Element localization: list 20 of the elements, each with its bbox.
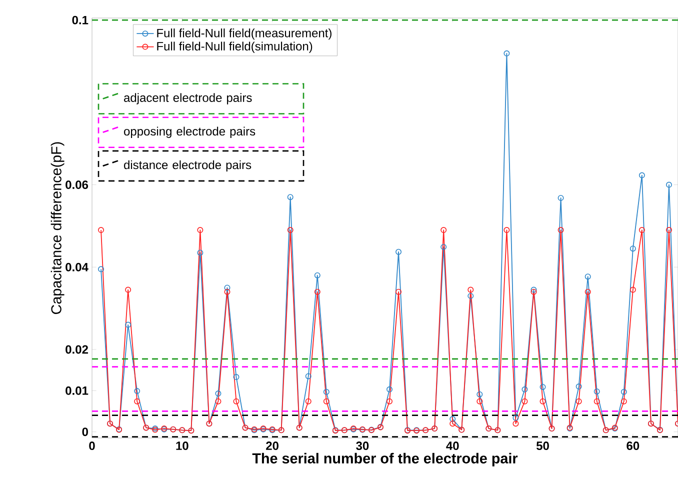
x-tick-label: 0 — [89, 442, 95, 450]
y-tick-label: 0.01 — [66, 386, 88, 395]
legend-label: adjacent electrode pairs — [124, 93, 252, 104]
x-tick-label: 20 — [266, 442, 278, 450]
legend-label: opposing electrode pairs — [124, 126, 256, 138]
y-tick-label: 0.06 — [66, 180, 88, 190]
y-tick-label: 0.04 — [66, 262, 88, 272]
x-tick-label: 40 — [446, 442, 459, 450]
y-tick-label: 0.02 — [66, 345, 88, 354]
legend-label: Full field-Null field(simulation) — [157, 42, 312, 53]
x-tick-label: 60 — [626, 442, 640, 450]
x-axis-title: The serial number of the electrode pair — [252, 452, 518, 466]
x-tick-label: 10 — [176, 442, 188, 450]
x-tick-label: 50 — [536, 442, 549, 450]
y-tick-label: 0.1 — [72, 16, 88, 24]
x-tick-label: 30 — [356, 442, 369, 450]
y-tick-label: 0 — [82, 428, 88, 436]
legend-label: Full field-Null field(measurement) — [157, 28, 332, 40]
legend-label: distance electrode pairs — [124, 160, 252, 172]
y-axis-title: Capacitance difference(pF) — [50, 142, 64, 314]
